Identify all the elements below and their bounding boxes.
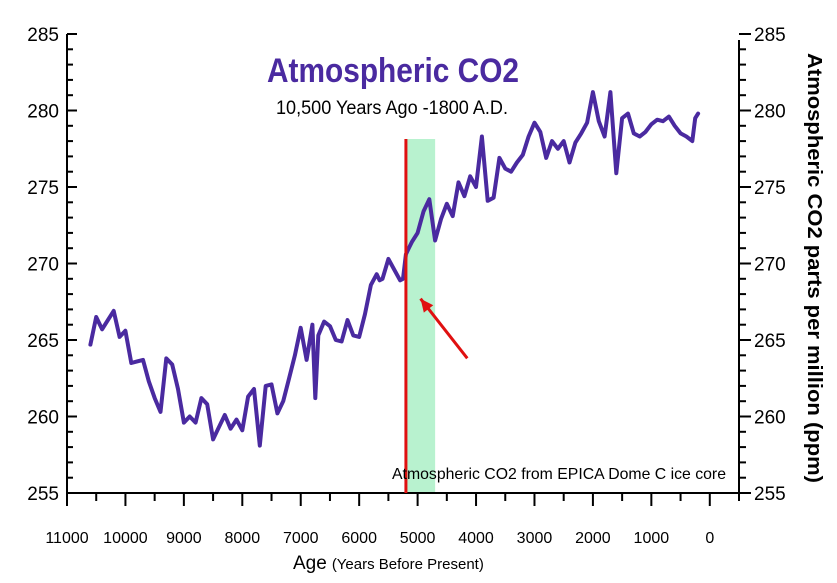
x-tick-label: 6000 bbox=[341, 530, 377, 547]
y-tick-label-right: 260 bbox=[754, 408, 786, 429]
x-axis-label: Age (Years Before Present) bbox=[293, 553, 484, 574]
y-tick-label-right: 255 bbox=[754, 484, 786, 505]
y-tick-label-left: 265 bbox=[27, 331, 59, 352]
x-tick-label: 5000 bbox=[400, 530, 436, 547]
y-tick-label-left: 275 bbox=[27, 178, 59, 199]
x-tick-label: 1000 bbox=[634, 530, 670, 547]
series-line-co2 bbox=[88, 90, 701, 448]
x-tick-label: 9000 bbox=[166, 530, 202, 547]
chart-subtitle: 10,500 Years Ago -1800 A.D. bbox=[276, 98, 508, 119]
y-tick-label-right: 285 bbox=[754, 25, 786, 46]
x-tick-label: 3000 bbox=[517, 530, 553, 547]
x-tick-label: 0 bbox=[705, 530, 714, 547]
x-tick-label: 8000 bbox=[225, 530, 261, 547]
y-tick-label-left: 280 bbox=[27, 102, 59, 123]
x-tick-label: 4000 bbox=[458, 530, 494, 547]
annotation-text: Atmospheric CO2 from EPICA Dome C ice co… bbox=[392, 466, 726, 483]
x-tick-label: 11000 bbox=[45, 530, 88, 547]
y-tick-label-left: 285 bbox=[27, 25, 59, 46]
y-tick-label-left: 270 bbox=[27, 255, 59, 276]
x-axis-label-note: (Years Before Present) bbox=[332, 556, 484, 573]
x-tick-label: 2000 bbox=[575, 530, 611, 547]
chart-title: Atmospheric CO2 bbox=[267, 52, 519, 90]
y-tick-label-left: 255 bbox=[27, 484, 59, 505]
x-tick-label: 10000 bbox=[103, 530, 148, 547]
y-tick-label-right: 270 bbox=[754, 255, 786, 276]
arrow-annotation bbox=[419, 297, 469, 360]
y-tick-label-left: 260 bbox=[27, 408, 59, 429]
x-axis-label-main: Age bbox=[293, 553, 327, 574]
highlight-band bbox=[405, 139, 436, 493]
arrow-head bbox=[420, 298, 434, 313]
y-tick-label-right: 280 bbox=[754, 102, 786, 123]
y-axis-label-right: Atmospheric CO2 parts per million (ppm) bbox=[803, 53, 825, 483]
x-tick-label: 7000 bbox=[283, 530, 319, 547]
tick-marks bbox=[66, 33, 751, 506]
y-tick-label-right: 265 bbox=[754, 331, 786, 352]
y-tick-label-right: 275 bbox=[754, 178, 786, 199]
tick-labels: 255 260 265 270 275 280 285 255 260 265 270 275 280 2… bbox=[27, 25, 785, 547]
